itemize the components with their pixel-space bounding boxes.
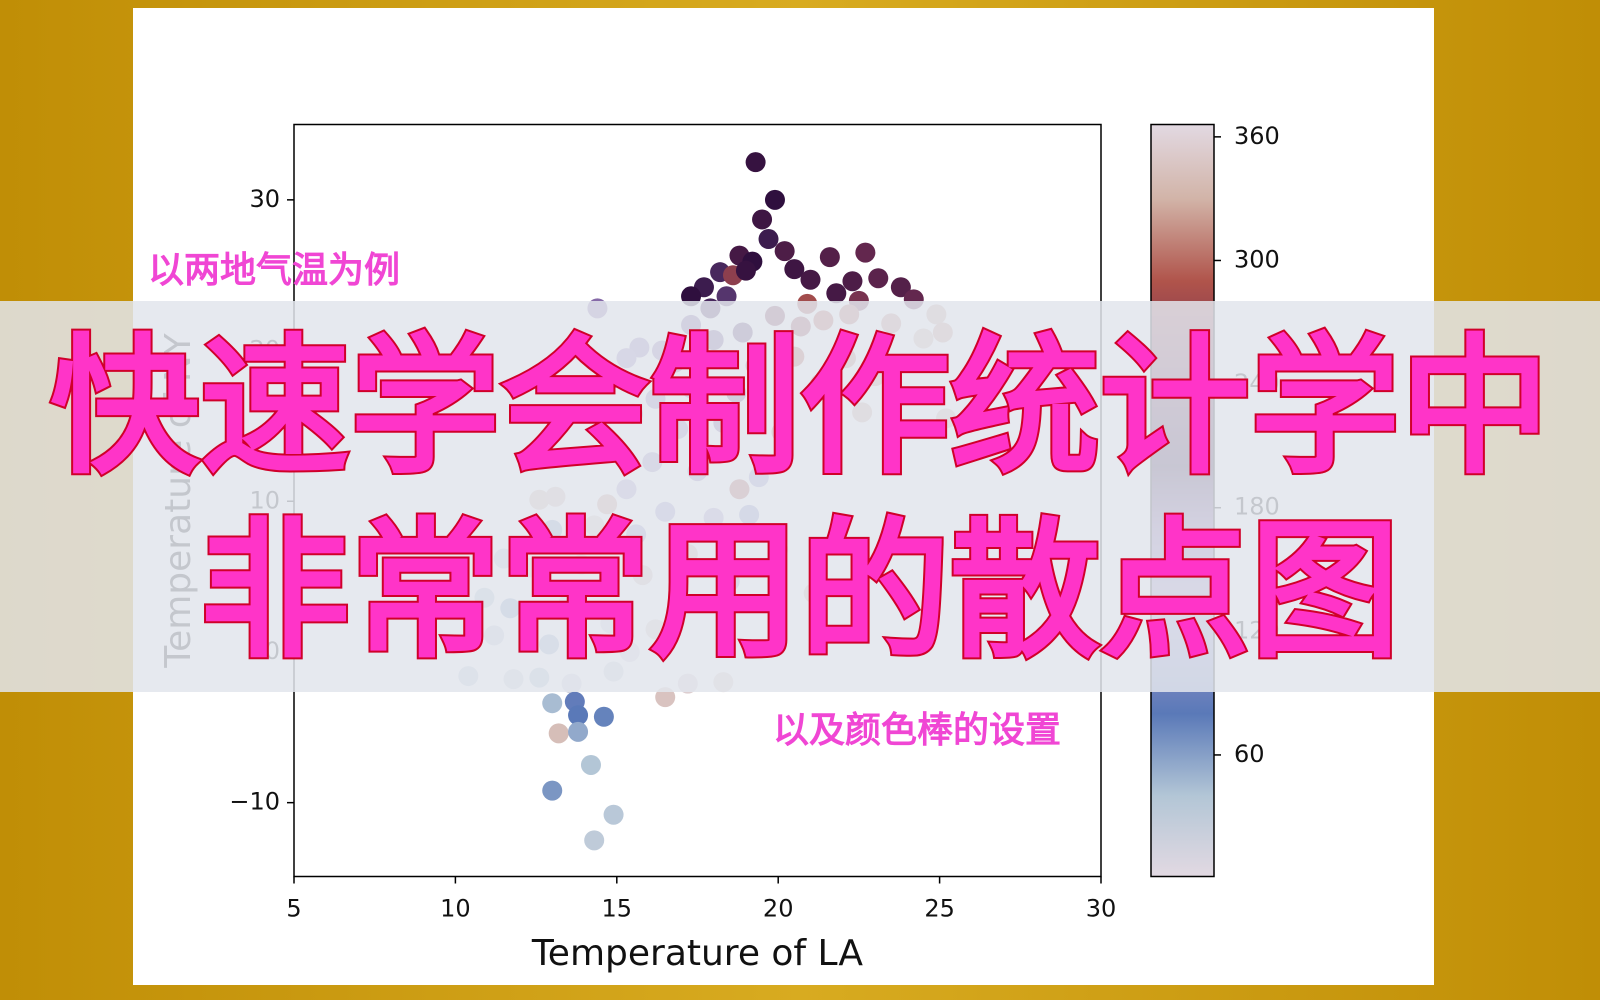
point (542, 780, 563, 801)
point (826, 283, 847, 304)
point (752, 209, 773, 230)
banner (0, 301, 1600, 692)
x-axis-label: Temperature of LA (531, 933, 864, 974)
point (868, 268, 889, 289)
point (800, 269, 821, 290)
point (655, 687, 676, 708)
point (735, 260, 756, 281)
point (890, 277, 911, 298)
point (580, 754, 601, 775)
x-tick-label: 10 (440, 895, 471, 923)
annotation: 以两地气温为例 (148, 250, 400, 291)
annotation: 以及颜色棒的设置 (773, 710, 1061, 751)
point (568, 721, 589, 742)
point (842, 271, 863, 292)
point (584, 830, 605, 851)
x-tick-label: 15 (602, 895, 633, 923)
x-tick-label: 30 (1086, 895, 1117, 923)
point (855, 242, 876, 263)
y-tick-label: −10 (229, 788, 280, 816)
x-tick-label: 25 (924, 895, 955, 923)
point (819, 247, 840, 268)
point (593, 706, 614, 727)
point (774, 241, 795, 262)
x-tick-label: 20 (763, 895, 794, 923)
point (568, 705, 589, 726)
point (603, 804, 624, 825)
point (764, 189, 785, 210)
banner-title: 快速学会制作统计学中 (50, 321, 1550, 495)
point (784, 259, 805, 280)
point (758, 229, 779, 250)
banner-title: 非常常用的散点图 (200, 505, 1400, 679)
y-tick-label: 30 (249, 185, 280, 213)
x-tick-label: 5 (286, 895, 301, 923)
colorbar-tick-label: 300 (1234, 245, 1280, 273)
point (542, 693, 563, 714)
colorbar-tick-label: 60 (1234, 740, 1265, 768)
colorbar-tick-label: 360 (1234, 122, 1280, 150)
point (548, 723, 569, 744)
point (745, 152, 766, 173)
